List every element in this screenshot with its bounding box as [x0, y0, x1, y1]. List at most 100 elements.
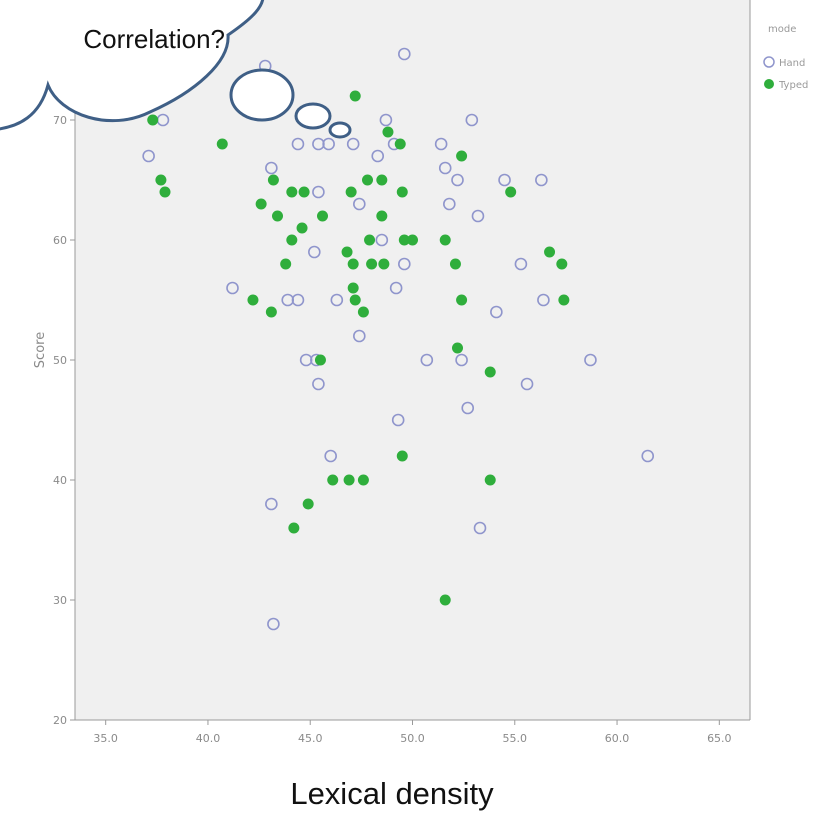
data-point-typed: [317, 210, 328, 222]
data-point-hand: [535, 173, 548, 187]
data-point-hand: [267, 617, 280, 631]
thought-bubble-cloud: [0, 0, 265, 131]
data-point-typed: [456, 150, 468, 162]
data-point-typed: [394, 138, 406, 150]
data-point-hand: [265, 161, 278, 175]
data-point-hand: [389, 281, 403, 295]
data-point-typed: [267, 174, 279, 186]
data-point-typed: [396, 450, 408, 462]
data-point-typed: [286, 234, 298, 246]
y-tick-label: 40: [53, 474, 67, 487]
data-point-hand: [451, 173, 464, 187]
data-point-typed: [484, 474, 496, 486]
data-point-hand: [584, 353, 597, 367]
data-point-typed: [357, 306, 369, 318]
data-point-typed: [147, 114, 159, 126]
x-axis-ticks: 35.0 40.0 45.0 50.0 55.0 60.0 65.0: [93, 720, 732, 745]
data-point-typed: [366, 258, 378, 270]
data-point-hand: [455, 353, 468, 367]
data-point-typed: [396, 186, 408, 198]
data-point-typed: [298, 186, 310, 198]
x-tick-label: 35.0: [93, 732, 118, 745]
data-point-typed: [362, 174, 373, 186]
data-point-hand: [520, 377, 534, 391]
data-point-hand: [226, 281, 239, 295]
data-point-hand: [324, 449, 337, 463]
data-point-typed: [398, 234, 410, 246]
legend-marker-hand: [763, 56, 775, 68]
data-point-hand: [379, 113, 393, 127]
thought-bubble-text: Correlation?: [83, 24, 225, 54]
data-point-hand: [291, 293, 305, 307]
data-point-hand: [330, 293, 344, 307]
data-points: [142, 47, 655, 631]
data-point-hand: [391, 413, 405, 427]
x-tick-label: 50.0: [400, 732, 425, 745]
y-tick-label: 50: [53, 354, 67, 367]
data-point-hand: [641, 449, 655, 463]
data-point-typed: [376, 174, 388, 186]
data-point-typed: [378, 258, 390, 270]
data-point-typed: [364, 234, 376, 246]
data-point-hand: [473, 521, 487, 535]
data-point-typed: [556, 258, 568, 270]
data-point-hand: [443, 197, 456, 211]
data-point-typed: [302, 498, 314, 510]
legend: mode Hand Typed: [763, 24, 808, 91]
data-point-typed: [382, 126, 394, 138]
data-point-typed: [452, 342, 463, 354]
data-point-hand: [371, 149, 385, 163]
data-point-typed: [159, 186, 171, 198]
data-point-hand: [312, 185, 325, 199]
data-point-hand: [514, 257, 528, 271]
data-point-typed: [376, 210, 388, 222]
y-tick-label: 30: [53, 594, 67, 607]
data-point-typed: [296, 222, 308, 234]
data-point-hand: [322, 137, 335, 151]
legend-entry-hand: Hand: [779, 58, 805, 69]
legend-title: mode: [768, 24, 796, 35]
data-point-typed: [456, 294, 468, 306]
data-point-hand: [142, 149, 155, 163]
y-axis-label: Score: [33, 332, 48, 368]
data-point-hand: [291, 137, 305, 151]
legend-entry-typed: Typed: [778, 80, 808, 91]
x-tick-label: 60.0: [605, 732, 630, 745]
data-point-typed: [247, 294, 259, 306]
legend-marker-typed: [764, 79, 774, 89]
data-point-typed: [341, 246, 353, 258]
y-tick-label: 70: [53, 114, 67, 127]
thought-bubble-dot-large: [229, 68, 295, 122]
data-point-typed: [280, 258, 292, 270]
data-point-hand: [537, 293, 550, 307]
data-point-typed: [265, 306, 277, 318]
x-axis-label: Lexical density: [290, 776, 494, 811]
data-point-typed: [288, 522, 300, 534]
data-point-hand: [353, 197, 366, 211]
data-point-typed: [349, 90, 361, 102]
data-point-typed: [505, 186, 517, 198]
data-point-typed: [216, 138, 228, 150]
data-point-hand: [353, 329, 366, 343]
x-tick-label: 45.0: [298, 732, 323, 745]
x-tick-label: 55.0: [503, 732, 528, 745]
data-point-hand: [438, 161, 452, 175]
data-point-typed: [357, 474, 369, 486]
data-point-typed: [439, 594, 451, 606]
x-tick-label: 65.0: [707, 732, 732, 745]
data-point-hand: [308, 245, 321, 259]
data-point-typed: [272, 210, 283, 222]
data-point-typed: [349, 294, 361, 306]
data-point-hand: [471, 209, 485, 223]
thought-bubble: Correlation?: [0, 0, 352, 139]
data-point-typed: [314, 354, 326, 366]
data-point-typed: [449, 258, 461, 270]
data-point-hand: [346, 137, 360, 151]
data-point-typed: [347, 282, 359, 294]
data-point-typed: [439, 234, 451, 246]
data-point-hand: [498, 173, 511, 187]
data-point-hand: [490, 305, 503, 319]
data-point-typed: [558, 294, 570, 306]
data-point-typed: [155, 174, 167, 186]
data-point-hand: [398, 257, 411, 271]
